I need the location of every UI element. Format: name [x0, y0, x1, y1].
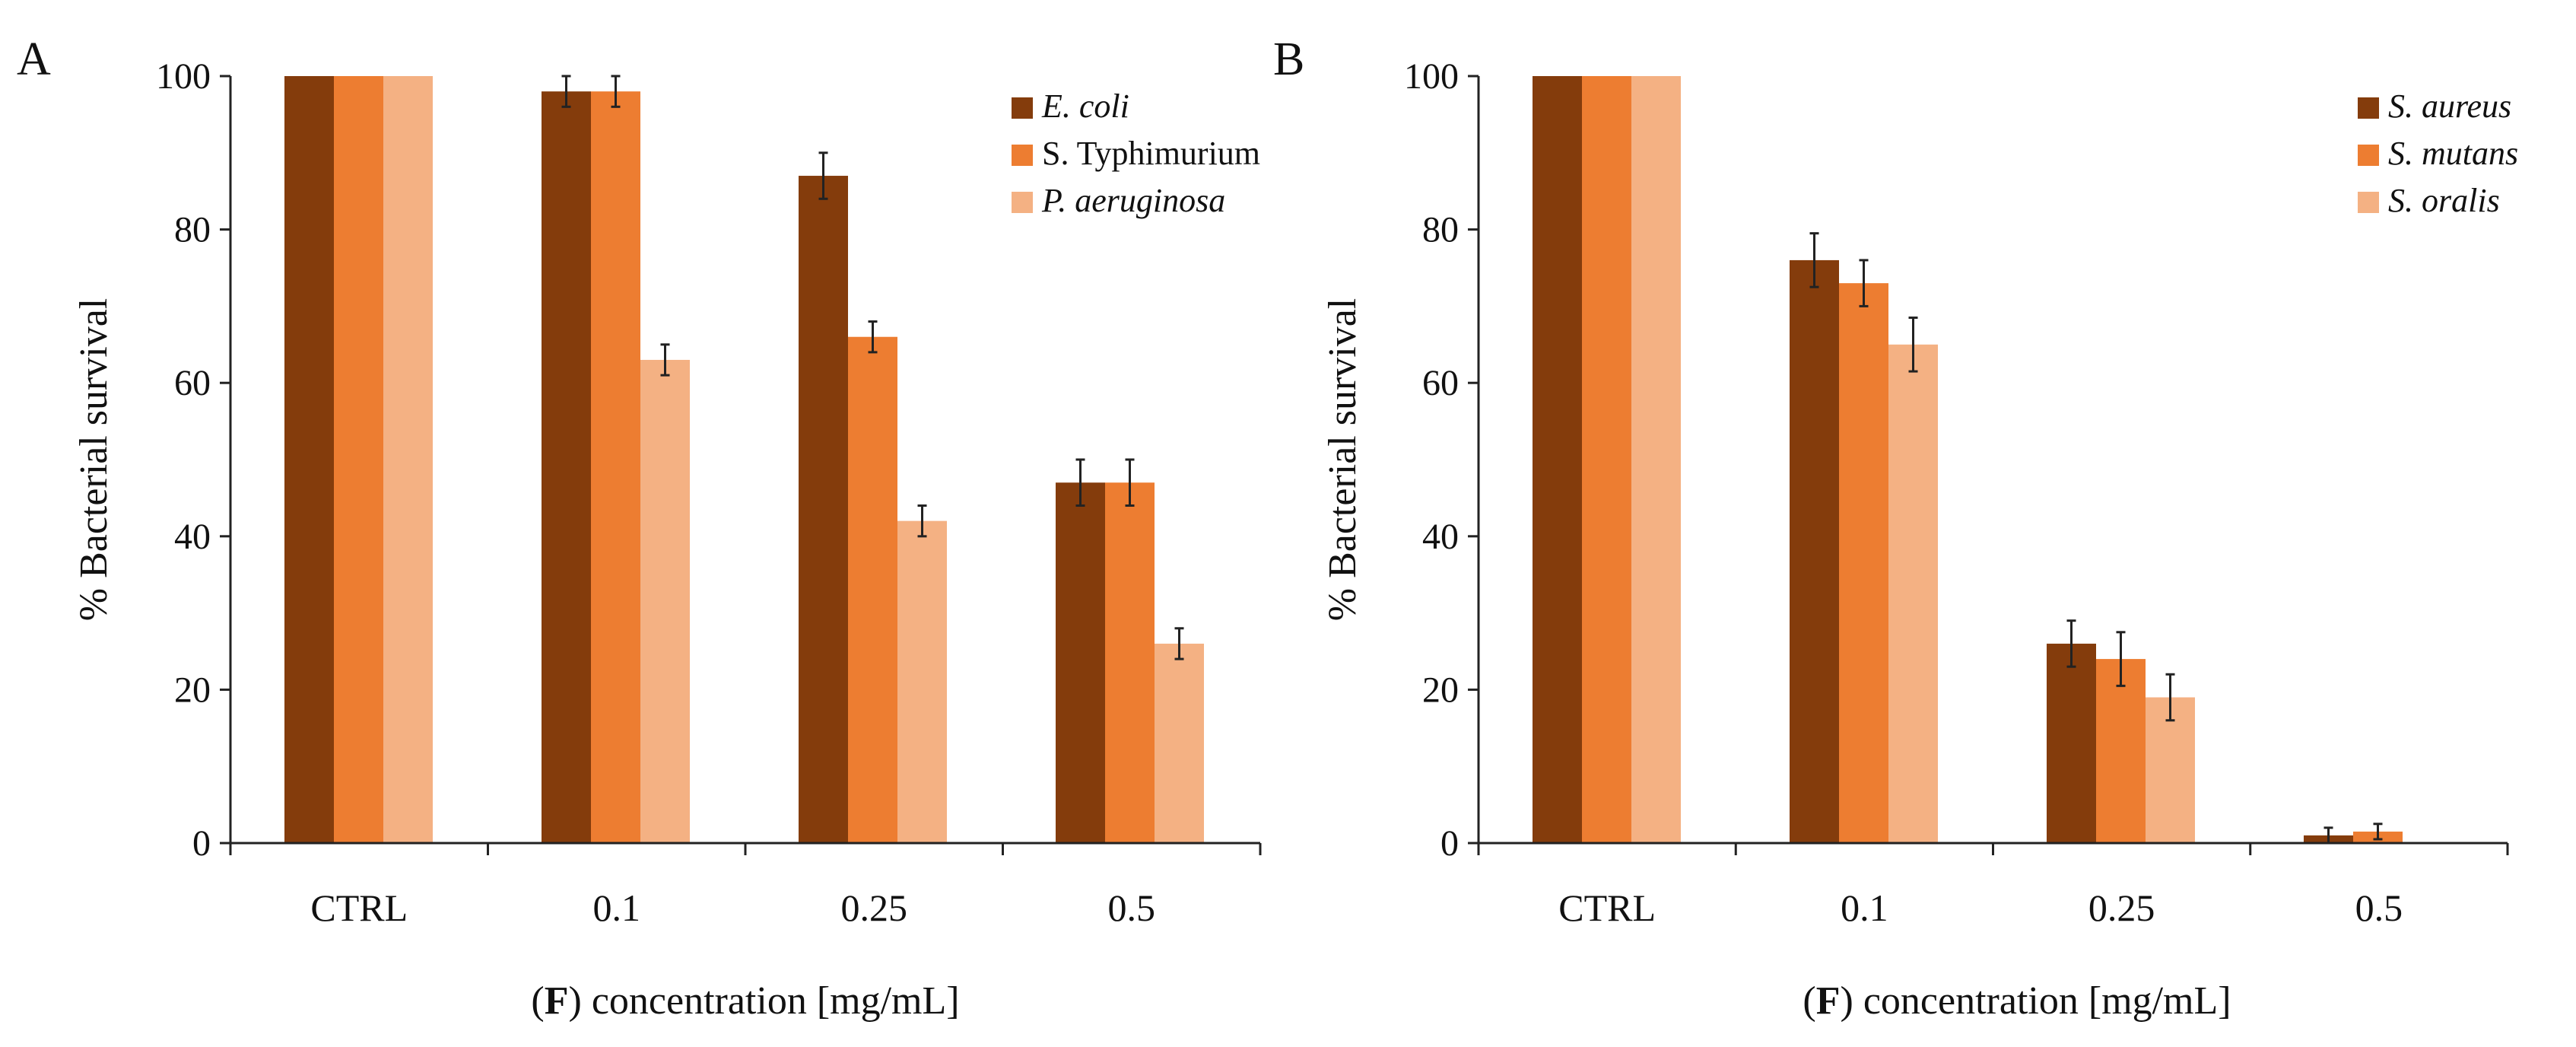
legend-label: E. coli — [1041, 88, 1129, 125]
bar — [897, 520, 947, 843]
x-tick-label: 0.25 — [2088, 886, 2155, 929]
y-tick-label: 100 — [1404, 56, 1459, 97]
y-axis-title: % Bacterial survival — [72, 298, 116, 622]
legend-swatch — [1012, 145, 1033, 166]
y-tick-label: 0 — [192, 823, 211, 864]
x-tick-label: 0.5 — [1108, 886, 1156, 929]
y-tick-label: 60 — [1422, 363, 1459, 403]
bar — [591, 91, 640, 843]
chart-panel-a: A 0 20 40 60 80 100 CTRL 0.1 0.25 0.5 E. coli S. Ty… — [17, 33, 1262, 1023]
bar — [1056, 482, 1105, 843]
legend-label: S. Typhimurium — [1042, 135, 1260, 172]
legend-swatch — [2358, 145, 2379, 166]
x-axis-title-rest: concentration [mg/mL] — [582, 979, 960, 1023]
bar — [1631, 76, 1681, 843]
x-tick-label: 0.25 — [841, 886, 908, 929]
bar — [1790, 259, 1839, 843]
bar — [1533, 76, 1582, 843]
bar — [1155, 643, 1204, 843]
bar — [542, 91, 591, 843]
legend-label: S. mutans — [2388, 135, 2518, 172]
bar — [848, 336, 897, 844]
bar — [799, 176, 848, 844]
y-tick-label: 40 — [1422, 517, 1459, 557]
legend-swatch — [2358, 97, 2379, 119]
legend-label: P. aeruginosa — [1041, 182, 1225, 219]
x-tick-label: CTRL — [1558, 886, 1656, 929]
y-tick-label: 40 — [174, 517, 211, 557]
y-tick-label: 20 — [174, 670, 211, 710]
x-axis-title-bold: F — [1816, 979, 1841, 1023]
x-axis-title-bold: F — [545, 979, 569, 1023]
bar — [2096, 659, 2146, 843]
x-tick-label: 0.1 — [593, 886, 641, 929]
y-tick-label: 20 — [1422, 670, 1459, 710]
y-tick-label: 100 — [156, 56, 211, 97]
legend-label: S. oralis — [2388, 182, 2500, 219]
bar — [284, 76, 334, 843]
x-tick-label: 0.5 — [2355, 886, 2403, 929]
legend-swatch — [1012, 192, 1033, 213]
bar — [1888, 344, 1938, 843]
legend-swatch — [1012, 97, 1033, 119]
legend-label: S. aureus — [2388, 88, 2511, 125]
chart-panel-b: B 0 20 40 60 80 100 CTRL 0.1 0.25 0.5 S. aureus S. … — [1273, 33, 2518, 1023]
bar — [383, 76, 433, 843]
x-tick-label: CTRL — [310, 886, 408, 929]
y-tick-label: 80 — [174, 210, 211, 250]
x-axis-title-rest: concentration [mg/mL] — [1853, 979, 2231, 1023]
bar — [2146, 697, 2195, 843]
y-tick-label: 80 — [1422, 210, 1459, 250]
bar — [640, 359, 690, 844]
legend-swatch — [2358, 192, 2379, 213]
bar — [1839, 283, 1888, 843]
y-tick-label: 60 — [174, 363, 211, 403]
bar — [1105, 482, 1155, 843]
x-axis-title: (F) concentration [mg/mL] — [1803, 979, 2231, 1023]
x-axis-title: (F) concentration [mg/mL] — [531, 979, 959, 1023]
y-axis-title: % Bacterial survival — [1321, 298, 1364, 622]
bar — [1582, 76, 1631, 843]
x-tick-label: 0.1 — [1841, 886, 1888, 929]
y-tick-label: 0 — [1440, 823, 1459, 864]
bar — [334, 76, 383, 843]
bar — [2047, 643, 2096, 843]
panel-label: B — [1273, 33, 1304, 85]
panel-label: A — [17, 33, 51, 85]
